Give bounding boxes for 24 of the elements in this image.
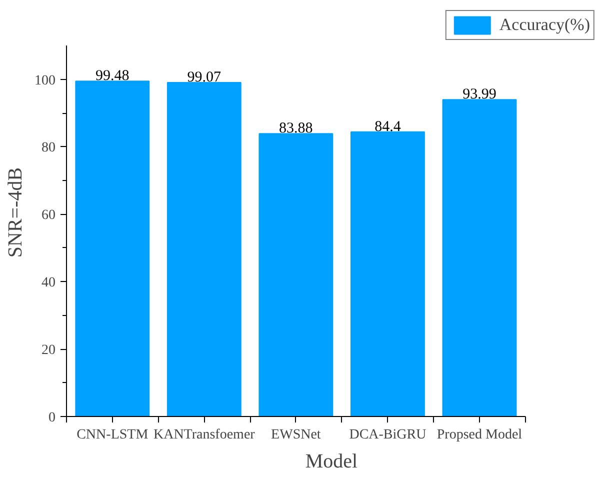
x-tick-label: CNN-LSTM — [76, 428, 149, 442]
bar — [350, 131, 425, 416]
x-tick-label: EWSNet — [271, 428, 321, 442]
x-tick-label: Propsed Model — [436, 428, 522, 442]
bar — [75, 80, 150, 416]
x-axis-title: Model — [305, 450, 358, 472]
y-tick-label: 60 — [42, 208, 56, 224]
bar — [166, 82, 242, 416]
y-axis-title: SNR=-4dB — [4, 167, 26, 258]
legend-label: Accuracy(%) — [499, 15, 590, 35]
data-label: 83.88 — [279, 120, 313, 137]
y-tick-label: 100 — [34, 73, 56, 88]
x-tick-label: DCA-BiGRU — [349, 428, 426, 442]
x-tick-label: KANTransfoemer — [153, 428, 256, 442]
data-label: 99.48 — [96, 68, 130, 84]
y-tick-label: 80 — [42, 140, 56, 156]
y-tick-label: 0 — [48, 410, 56, 426]
bar — [442, 99, 517, 416]
data-label: 84.4 — [374, 118, 402, 135]
y-tick-label: 40 — [42, 276, 56, 291]
y-tick-label: 20 — [42, 343, 56, 358]
bar — [258, 133, 334, 416]
data-label: 93.99 — [462, 86, 496, 103]
data-label: 99.07 — [187, 69, 222, 86]
